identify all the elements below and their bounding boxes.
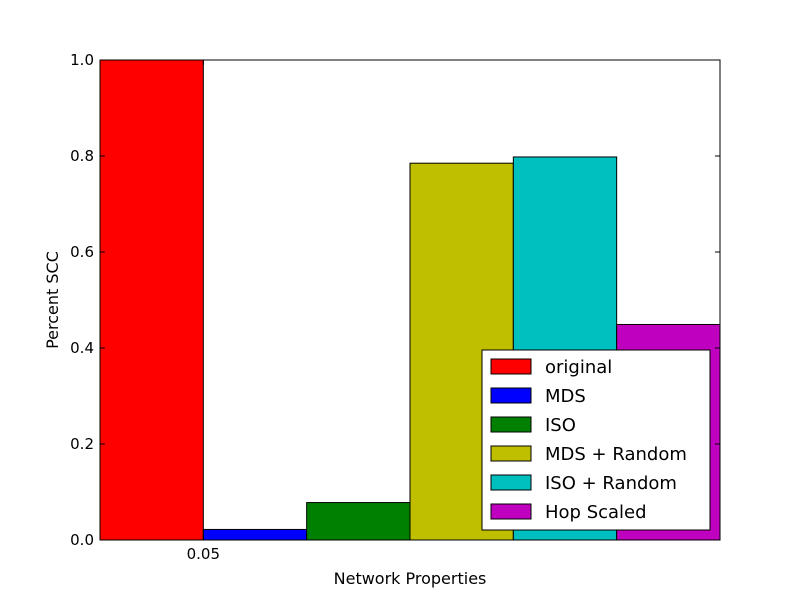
y-tick-label: 1.0 [70, 51, 94, 69]
y-tick-label: 0.4 [70, 339, 94, 357]
legend: original MDS ISO MDS + Random ISO + Random Ho… [481, 349, 711, 531]
legend-swatch [490, 503, 532, 520]
legend-swatch [490, 358, 532, 375]
y-tick-label: 0.2 [70, 435, 94, 453]
y-axis-ticks: 0.0 0.2 0.4 0.6 0.8 1.0 [70, 51, 720, 549]
bar-mds [202, 528, 308, 541]
legend-swatch [490, 474, 532, 491]
y-axis-label: Percent SCC [43, 251, 62, 349]
bar-original [99, 59, 204, 541]
x-axis-ticks: 0.05 [187, 60, 220, 563]
legend-label: MDS [545, 386, 586, 407]
bar-iso [306, 502, 411, 541]
plot-frame [99, 59, 721, 541]
x-axis-label: Network Properties [334, 569, 487, 588]
y-tick-label: 0.8 [70, 147, 94, 165]
legend-label: original [545, 357, 612, 378]
legend-label: MDS + Random [545, 444, 687, 465]
y-tick-label: 0.0 [70, 531, 94, 549]
legend-label: Hop Scaled [545, 502, 647, 523]
x-tick-label: 0.05 [187, 545, 220, 563]
legend-swatch [490, 416, 532, 433]
legend-label: ISO [545, 415, 576, 436]
legend-swatch [490, 387, 532, 404]
legend-label: ISO + Random [545, 473, 677, 494]
legend-swatch [490, 445, 532, 462]
y-tick-label: 0.6 [70, 243, 94, 261]
legend-box [481, 349, 711, 531]
